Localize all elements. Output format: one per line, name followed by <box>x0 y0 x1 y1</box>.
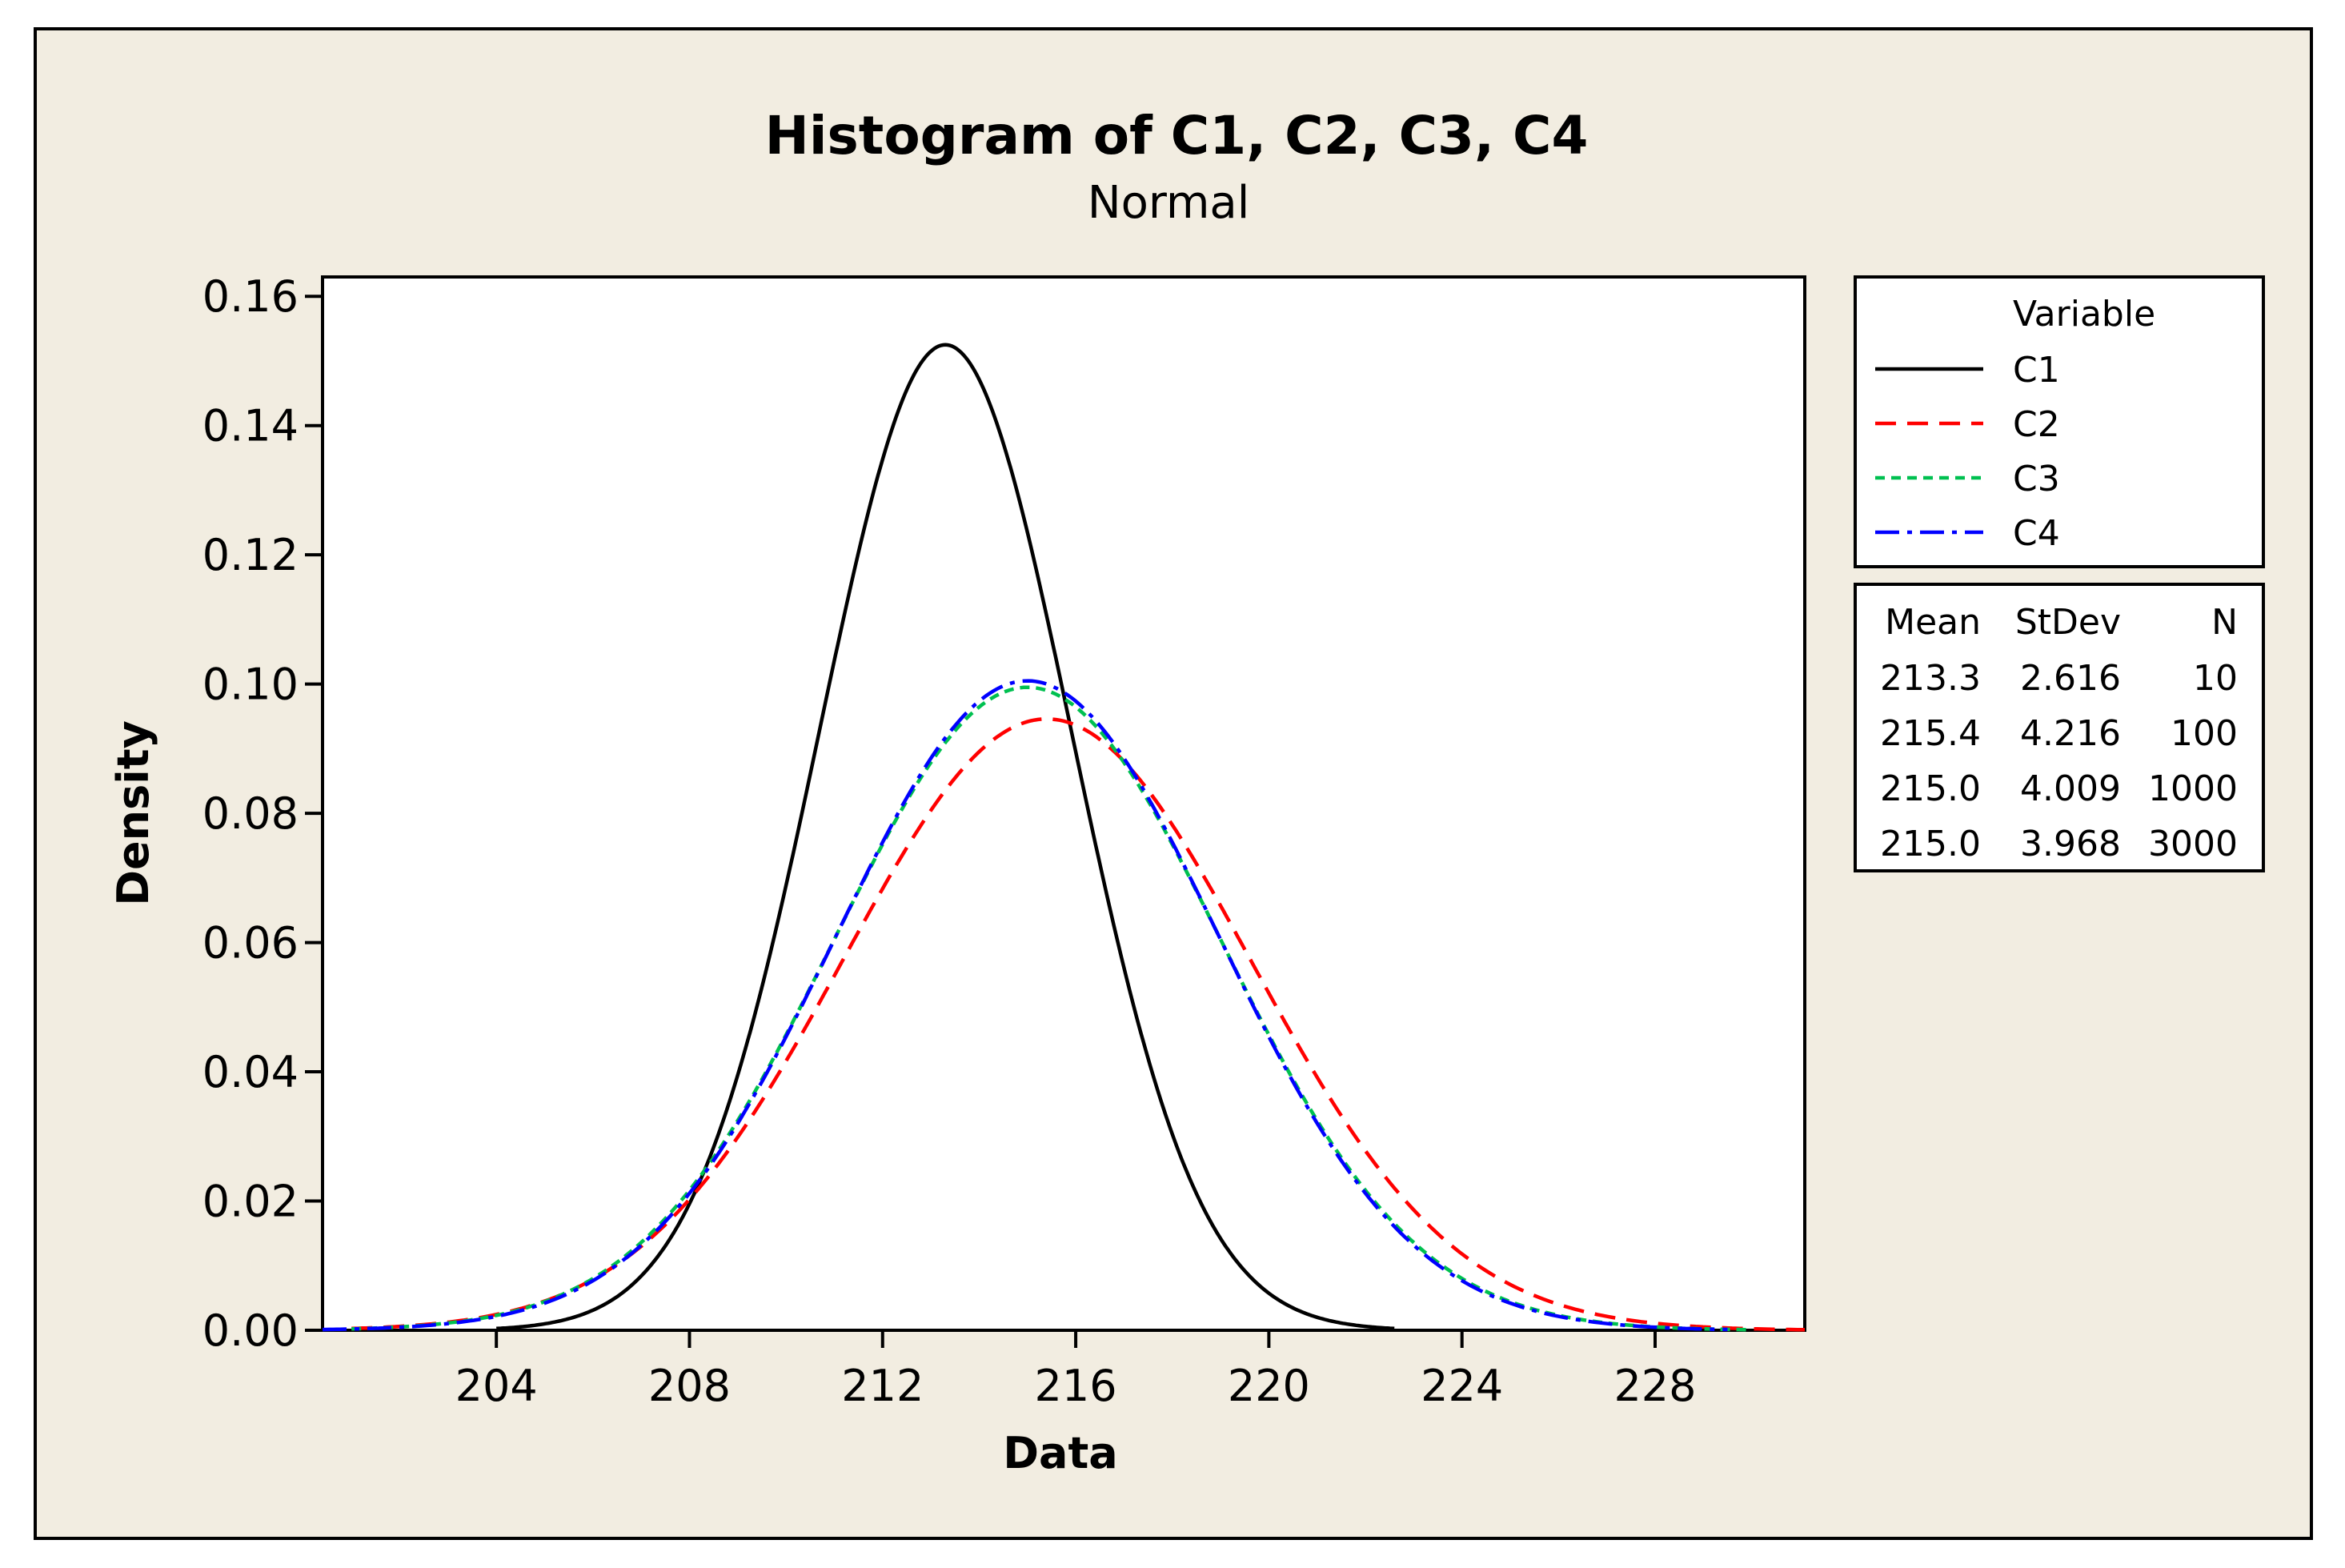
y-tick-label: 0.14 <box>202 401 299 451</box>
stats-box <box>1854 583 2265 872</box>
stats-table: Mean StDev N 213.3 2.616 10 215.4 4.216 100 21… <box>1854 583 2265 872</box>
stats-mean: 215.0 <box>1880 824 1981 864</box>
stats-mean: 215.0 <box>1880 768 1981 809</box>
stats-n: 1000 <box>2148 768 2238 809</box>
stats-header-mean: Mean <box>1885 602 1981 643</box>
x-tick-label: 228 <box>1613 1361 1696 1411</box>
y-axis-label: Density <box>108 720 158 906</box>
series-c4-line <box>322 679 1728 1332</box>
stats-header-n: N <box>2211 602 2238 643</box>
stats-n: 3000 <box>2148 824 2238 864</box>
stats-stdev: 4.216 <box>2020 713 2121 754</box>
y-axis: 0.00 0.02 0.04 0.06 0.08 0.10 0.12 0.14 0.16 <box>202 271 323 1356</box>
stats-mean: 215.4 <box>1880 713 1981 754</box>
stats-header-stdev: StDev <box>2015 602 2121 643</box>
legend-header: Variable <box>2013 294 2155 335</box>
stats-stdev: 3.968 <box>2020 824 2121 864</box>
x-axis-label: Data <box>1003 1428 1118 1478</box>
legend: Variable C1 C2 C3 C4 <box>1854 275 2265 568</box>
stats-stdev: 2.616 <box>2020 658 2121 699</box>
x-tick-label: 212 <box>841 1361 924 1411</box>
stats-stdev: 4.009 <box>2020 768 2121 809</box>
x-tick-label: 224 <box>1421 1361 1503 1411</box>
y-tick-label: 0.02 <box>202 1177 299 1227</box>
y-tick-label: 0.00 <box>202 1305 299 1356</box>
stats-n: 100 <box>2171 713 2238 754</box>
stats-n: 10 <box>2193 658 2238 699</box>
x-tick-label: 204 <box>455 1361 538 1411</box>
legend-label-c2: C2 <box>2013 404 2060 445</box>
y-tick-label: 0.16 <box>202 271 299 322</box>
y-tick-label: 0.12 <box>202 530 299 580</box>
x-tick-label: 216 <box>1035 1361 1117 1411</box>
chart-title: Histogram of C1, C2, C3, C4 <box>765 105 1589 166</box>
legend-label-c4: C4 <box>2013 513 2060 554</box>
chart-subtitle: Normal <box>1088 177 1250 229</box>
y-tick-label: 0.08 <box>202 788 299 839</box>
legend-label-c3: C3 <box>2013 459 2060 499</box>
series-c1-line <box>496 343 1395 1331</box>
y-tick-label: 0.06 <box>202 918 299 968</box>
x-axis: 204 208 212 216 220 224 228 <box>455 1330 1697 1411</box>
density-curves <box>322 343 1806 1332</box>
x-tick-label: 208 <box>648 1361 731 1411</box>
x-tick-label: 220 <box>1228 1361 1310 1411</box>
y-tick-label: 0.10 <box>202 660 299 710</box>
y-tick-label: 0.04 <box>202 1047 299 1097</box>
plot-area <box>321 275 1806 1332</box>
legend-label-c1: C1 <box>2013 350 2060 391</box>
stats-mean: 213.3 <box>1880 658 1981 699</box>
